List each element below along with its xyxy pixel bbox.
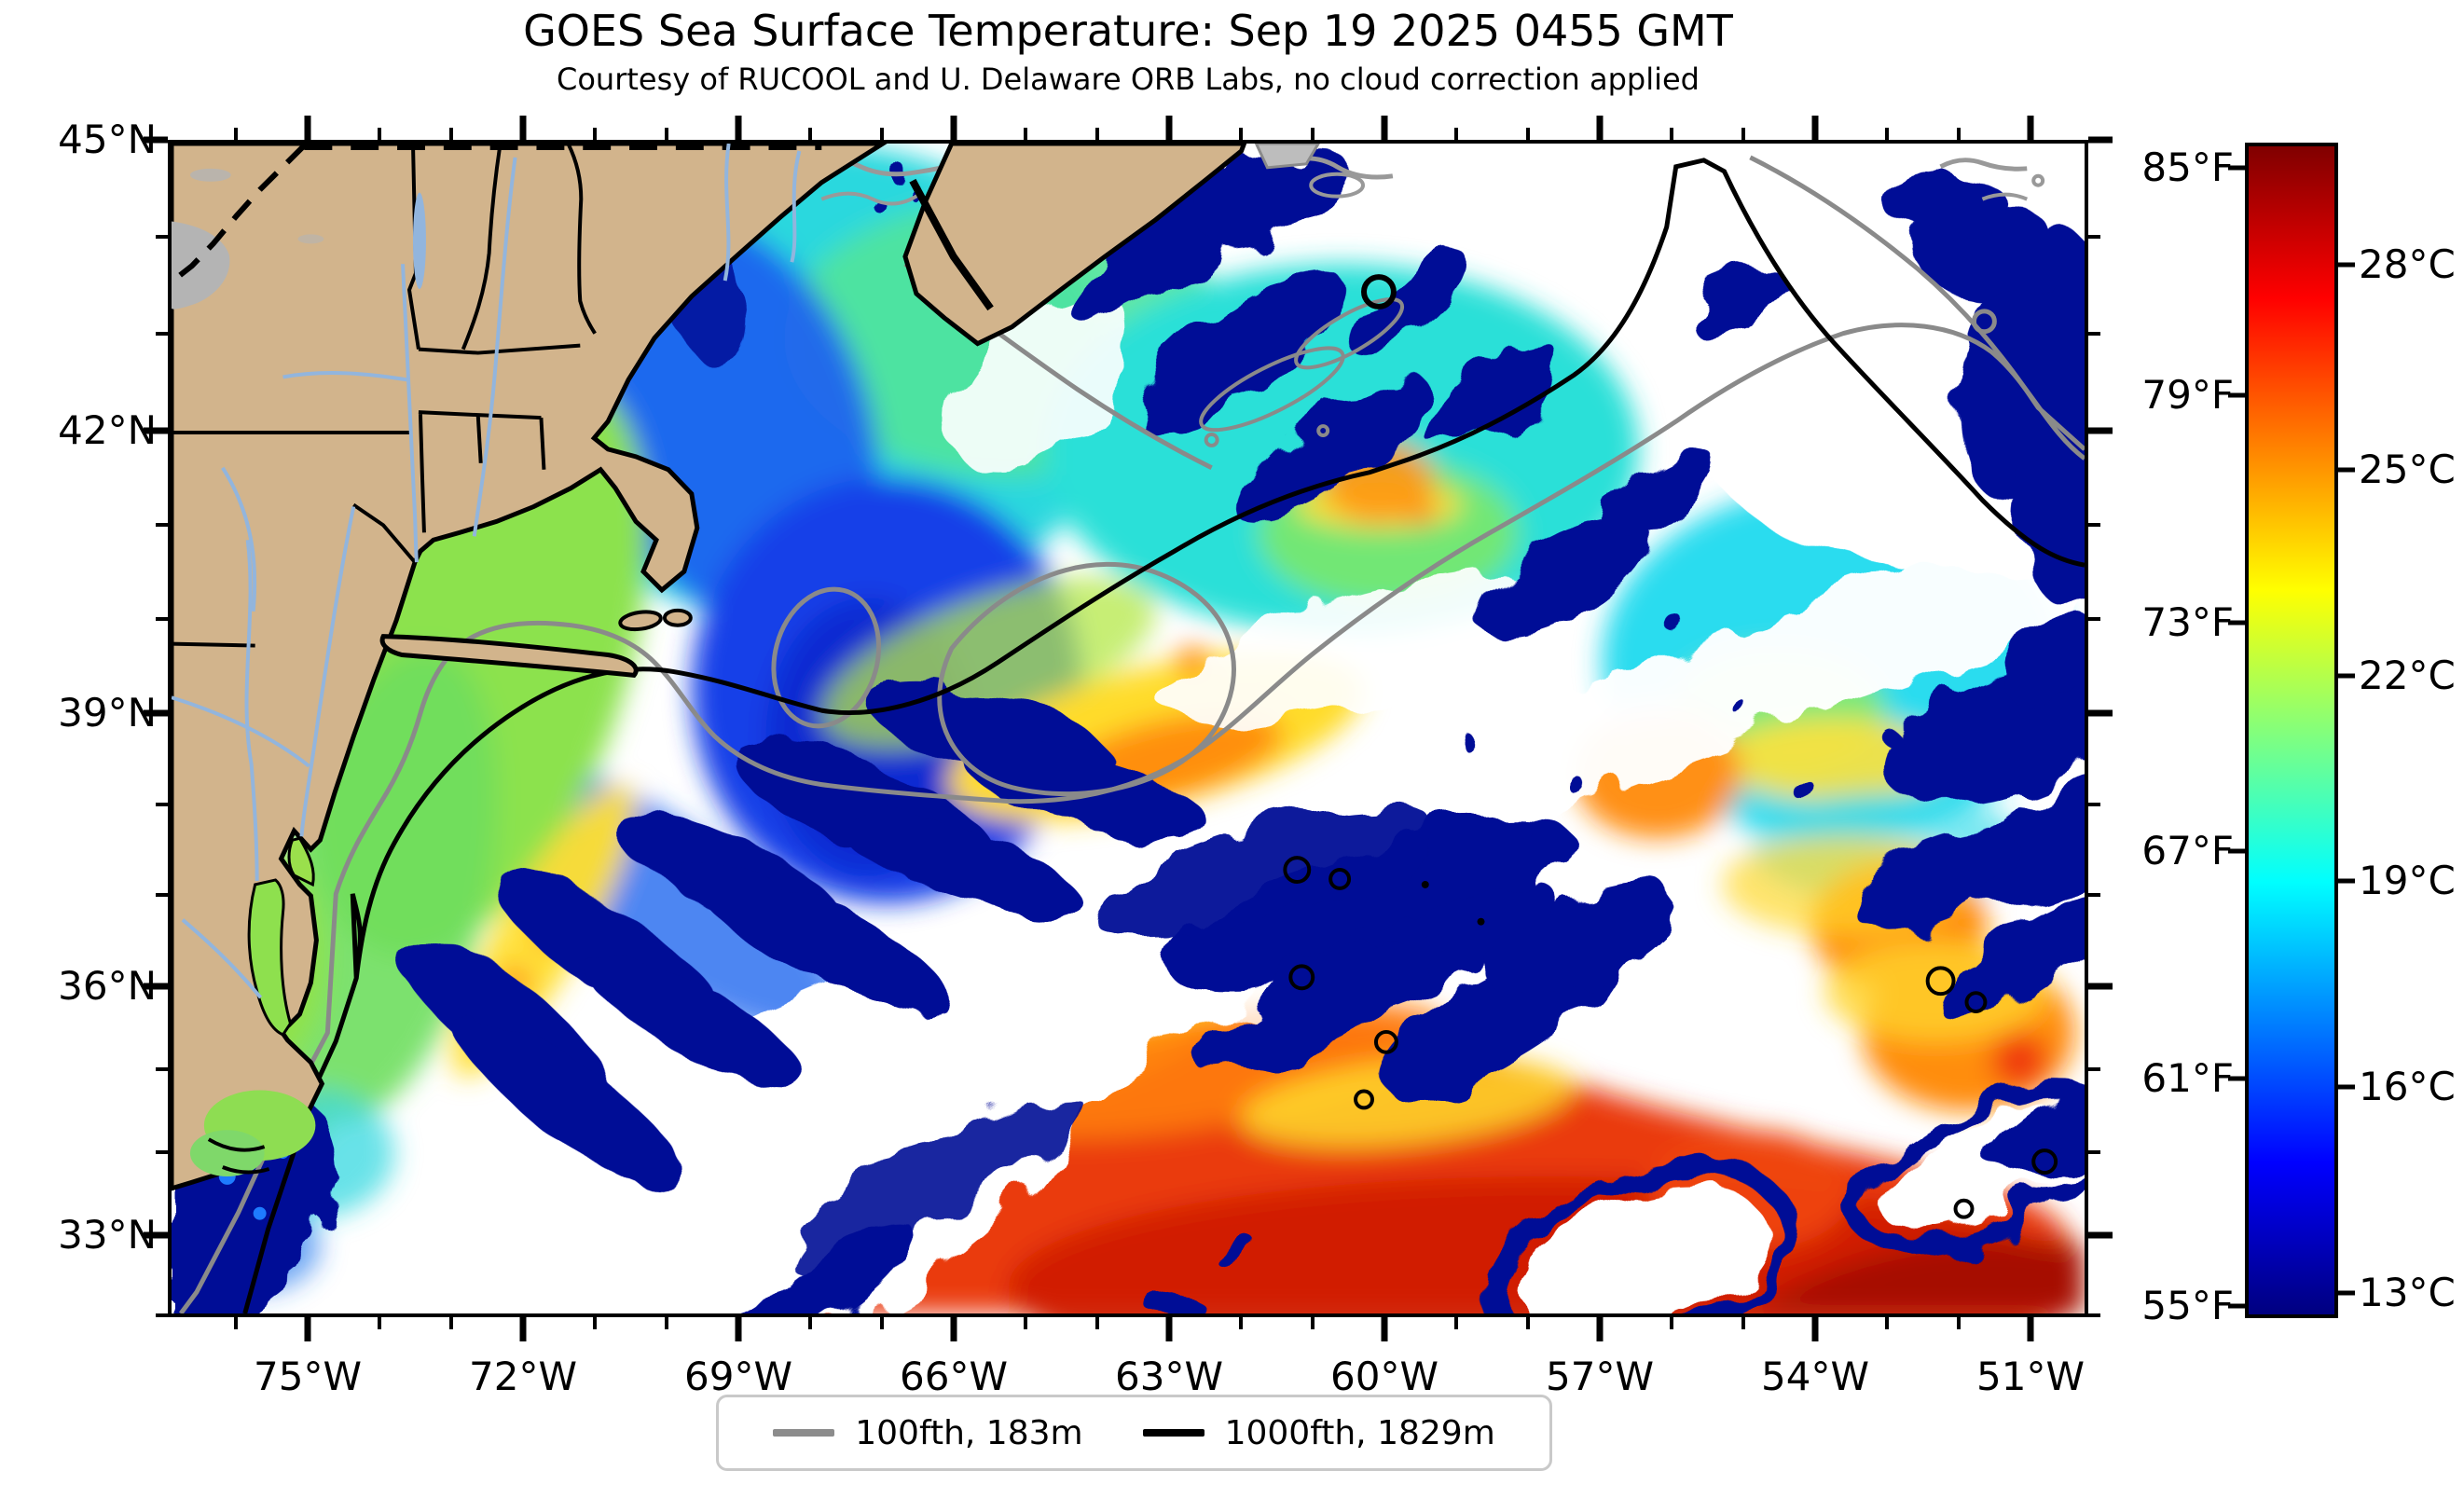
y-tick-label: 33°N	[58, 1212, 157, 1258]
state-borders	[172, 144, 597, 648]
colorbar-f-label: 85°F	[2141, 144, 2234, 190]
legend: 100fth, 183m 1000fth, 1829m	[716, 1395, 1552, 1471]
land-masses	[172, 144, 1320, 1191]
page-subtitle: Courtesy of RUCOOL and U. Delaware ORB L…	[557, 62, 1700, 97]
us-canada-border-dashed	[177, 144, 307, 279]
x-tick-label: 75°W	[254, 1354, 362, 1399]
delaware-bay-water	[287, 836, 315, 887]
sst-map-svg	[172, 144, 2085, 1313]
x-tick-label: 66°W	[900, 1354, 1008, 1399]
rivers	[172, 144, 802, 999]
colorbar-c-label: 16°C	[2359, 1064, 2456, 1109]
colorbar-c-label: 19°C	[2359, 858, 2456, 903]
y-tick-label: 42°N	[58, 407, 157, 453]
colorbar-c-label: 13°C	[2359, 1270, 2456, 1315]
x-tick-label: 57°W	[1546, 1354, 1654, 1399]
colorbar-f-label: 67°F	[2141, 828, 2234, 873]
nova-scotia	[902, 144, 1247, 347]
long-island	[379, 634, 639, 678]
legend-line-1000fth-icon	[1142, 1429, 1204, 1437]
page-title: GOES Sea Surface Temperature: Sep 19 202…	[523, 6, 1733, 56]
map-canvas[interactable]	[168, 140, 2088, 1317]
legend-item-100fth: 100fth, 183m	[773, 1413, 1083, 1452]
colorbar-f-label: 55°F	[2141, 1283, 2234, 1328]
colorbar-c-label: 25°C	[2359, 447, 2456, 492]
legend-line-100fth-icon	[773, 1429, 835, 1437]
legend-label-1000fth: 1000fth, 1829m	[1224, 1413, 1495, 1452]
y-tick-label: 45°N	[58, 117, 157, 162]
x-tick-label: 54°W	[1761, 1354, 1869, 1399]
y-tick-label: 36°N	[58, 963, 157, 1009]
island-nantucket	[662, 608, 693, 627]
cloud-flag-navy-patches	[172, 145, 2085, 1313]
x-tick-label: 51°W	[1976, 1354, 2085, 1399]
x-tick-label: 60°W	[1330, 1354, 1438, 1399]
colorbar	[2245, 143, 2338, 1318]
colorbar-c-label: 22°C	[2359, 653, 2456, 698]
colorbar-f-label: 61°F	[2141, 1055, 2234, 1101]
lake-champlain	[412, 192, 426, 290]
colorbar-f-label: 73°F	[2141, 599, 2234, 645]
legend-item-1000fth: 1000fth, 1829m	[1142, 1413, 1495, 1452]
x-tick-label: 63°W	[1115, 1354, 1223, 1399]
colorbar-f-label: 79°F	[2141, 372, 2234, 418]
x-tick-label: 69°W	[684, 1354, 792, 1399]
cape-breton-gray	[1254, 144, 1320, 170]
colorbar-c-label: 28°C	[2359, 241, 2456, 287]
legend-label-100fth: 100fth, 183m	[855, 1413, 1083, 1452]
seamount-rings	[1283, 274, 2058, 1219]
island-marthas-vineyard	[618, 610, 663, 632]
y-tick-label: 39°N	[58, 690, 157, 736]
x-tick-label: 72°W	[469, 1354, 577, 1399]
